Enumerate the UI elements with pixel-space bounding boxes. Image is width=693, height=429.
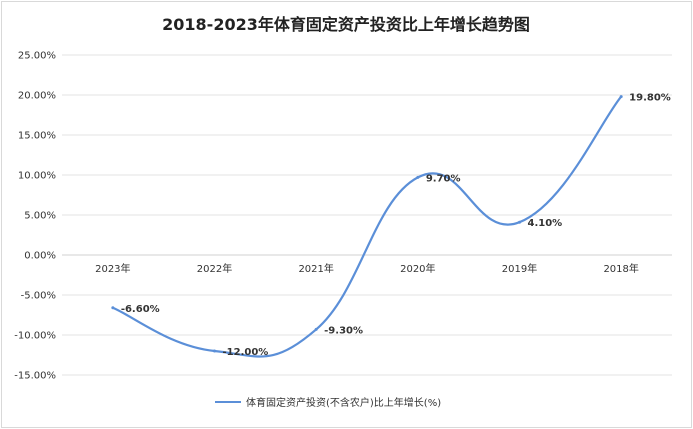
y-tick-label: 25.00% <box>18 51 56 62</box>
chart-title: 2018-2023年体育固定资产投资比上年增长趋势图 <box>162 15 530 34</box>
x-tick-label: 2020年 <box>400 262 435 275</box>
data-label: -12.00% <box>223 347 269 358</box>
x-tick-label: 2019年 <box>502 262 537 275</box>
y-tick-label: 20.00% <box>18 91 56 102</box>
data-label: -9.30% <box>324 325 363 336</box>
y-tick-label: -10.00% <box>14 331 56 342</box>
x-tick-label: 2022年 <box>197 262 232 275</box>
legend: 体育固定资产投资(不含农户)比上年增长(%) <box>215 396 441 409</box>
data-point <box>213 349 216 353</box>
grid-lines <box>62 54 672 376</box>
y-tick-label: 0.00% <box>24 251 56 262</box>
y-tick-label: 5.00% <box>24 211 56 222</box>
data-label: 19.80% <box>629 93 671 104</box>
data-point <box>111 306 115 310</box>
y-tick-label: 10.00% <box>18 171 56 182</box>
y-axis-ticks: -15.00% -10.00% -5.00% 0.00% 5.00% 10.00% 15.0… <box>14 51 56 382</box>
data-label: 9.70% <box>426 173 461 184</box>
x-tick-label: 2021年 <box>298 262 333 275</box>
y-tick-label: 15.00% <box>18 131 56 142</box>
data-point <box>619 95 623 99</box>
data-label: 4.10% <box>528 218 563 229</box>
y-tick-label: -5.00% <box>21 291 56 302</box>
x-axis-ticks: 2023年 2022年 2021年 2020年 2019年 2018年 <box>95 262 639 275</box>
x-tick-label: 2018年 <box>603 262 638 275</box>
data-labels: -6.60% -12.00% -9.30% 9.70% 4.10% 19.80% <box>121 93 671 358</box>
x-tick-label: 2023年 <box>95 262 130 275</box>
series-lines <box>111 95 623 358</box>
data-point <box>518 220 521 224</box>
y-tick-label: -15.00% <box>14 371 56 382</box>
legend-label: 体育固定资产投资(不含农户)比上年增长(%) <box>246 396 441 409</box>
data-point <box>416 175 420 179</box>
data-label: -6.60% <box>121 304 160 315</box>
data-point <box>314 327 318 331</box>
